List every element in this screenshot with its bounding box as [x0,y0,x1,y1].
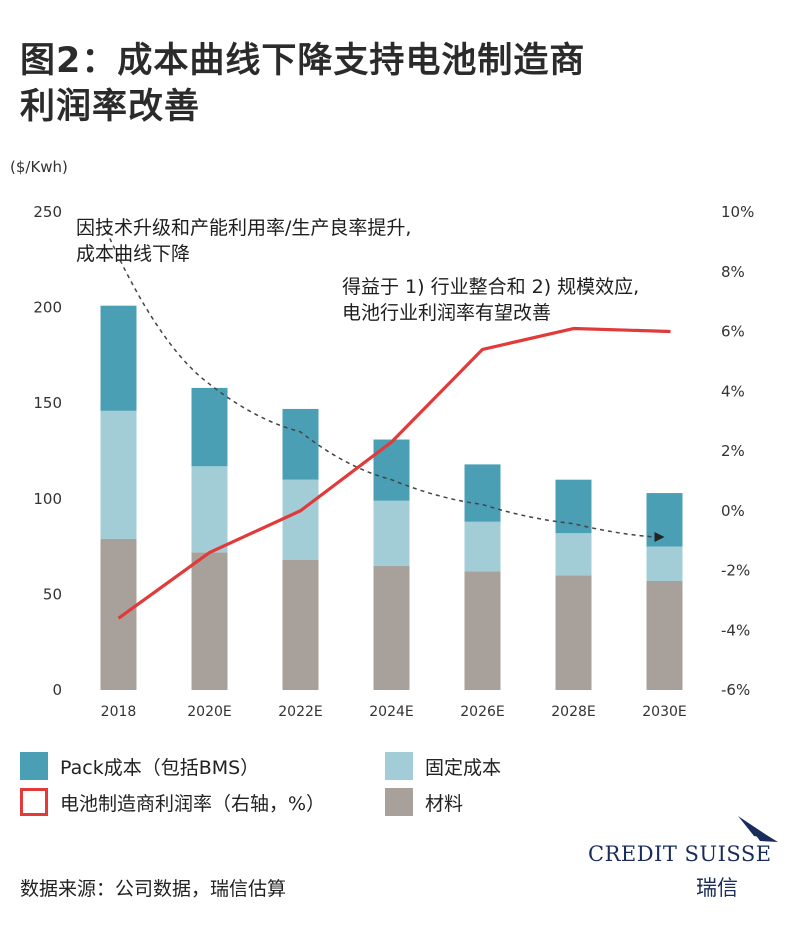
x-tick-2020e: 2020E [187,704,231,720]
bar-2018-series-2 [100,305,137,411]
y2-tick-1: -4% [721,621,750,639]
y2-tick-5: 4% [721,382,745,400]
bar-2018-series-1 [100,410,137,539]
x-tick-2028e: 2028E [551,704,595,720]
bar-2026e-series-0 [464,571,501,690]
legend-label-margin: 电池制造商利润率（右轴，%） [60,793,326,815]
bar-2024e-series-1 [373,500,410,566]
trend-arrowhead [654,532,665,543]
chart-area: 0 50 100 150 200 250 -6% -4% -2% 0% 2% 4% 6% 8% 10% 2… [33,203,754,720]
bar-2020e-series-0 [191,552,228,690]
title-line-1: 图2：成本曲线下降支持电池制造商 [20,41,586,81]
bar-2030e-series-0 [646,581,683,690]
annotation-0-line-1: 成本曲线下降 [76,243,190,265]
annotation-1-line-1: 电池行业利润率有望改善 [342,302,551,324]
y2-tick-2: -2% [721,562,750,580]
credit-suisse-logo: CREDIT SUISSE 瑞信 [588,816,788,906]
x-tick-2030e: 2030E [642,704,686,720]
x-tick-2026e: 2026E [460,704,504,720]
legend-label-pack: Pack成本（包括BMS） [60,757,260,779]
bar-2026e-series-1 [464,521,501,572]
bar-2022e-series-2 [282,408,319,480]
annotation-0-line-0: 因技术升级和产能利用率/生产良率提升, [76,217,411,239]
legend-label-material: 材料 [425,793,464,815]
legend-swatch-margin [20,788,48,816]
bar-2020e-series-1 [191,466,228,553]
y-tick-50: 50 [43,585,62,603]
bar-2028e-series-0 [555,575,592,690]
y2-tick-0: -6% [721,681,750,699]
bar-2028e-series-1 [555,533,592,576]
bar-2024e-series-2 [373,439,410,501]
brand-name-cn: 瑞信 [696,876,738,900]
y-axis-unit: ($/Kwh) [10,158,68,176]
y-tick-100: 100 [33,490,62,508]
y2-tick-6: 6% [721,323,745,341]
legend-label-fixed: 固定成本 [425,757,502,779]
annotation-1-line-0: 得益于 1) 行业整合和 2) 规模效应, [342,276,639,298]
bar-2022e-series-1 [282,479,319,560]
sails-icon [738,816,778,842]
legend-swatch-fixed [385,752,413,780]
y2-tick-8: 10% [721,203,754,221]
y-tick-0: 0 [52,681,62,699]
source-note: 数据来源：公司数据，瑞信估算 [20,878,287,900]
bar-2018-series-0 [100,538,137,690]
y-tick-200: 200 [33,299,62,317]
y-tick-250: 250 [33,203,62,221]
bar-2022e-series-0 [282,559,319,690]
bar-2030e-series-2 [646,493,683,547]
y2-tick-4: 2% [721,442,745,460]
brand-name: CREDIT SUISSE [588,842,772,866]
y-tick-150: 150 [33,394,62,412]
chart-title: 图2：成本曲线下降支持电池制造商 利润率改善 [20,38,780,130]
legend-swatch-material [385,788,413,816]
bar-2020e-series-2 [191,387,228,467]
bar-2026e-series-2 [464,464,501,522]
x-tick-2024e: 2024E [369,704,413,720]
bar-2024e-series-0 [373,565,410,690]
bar-2028e-series-2 [555,479,592,534]
title-line-2: 利润率改善 [20,87,201,127]
legend-swatch-pack [20,752,48,780]
x-tick-2018: 2018 [101,704,137,720]
y2-tick-3: 0% [721,502,745,520]
y2-tick-7: 8% [721,263,745,281]
bar-2030e-series-1 [646,546,683,582]
x-tick-2022e: 2022E [278,704,322,720]
